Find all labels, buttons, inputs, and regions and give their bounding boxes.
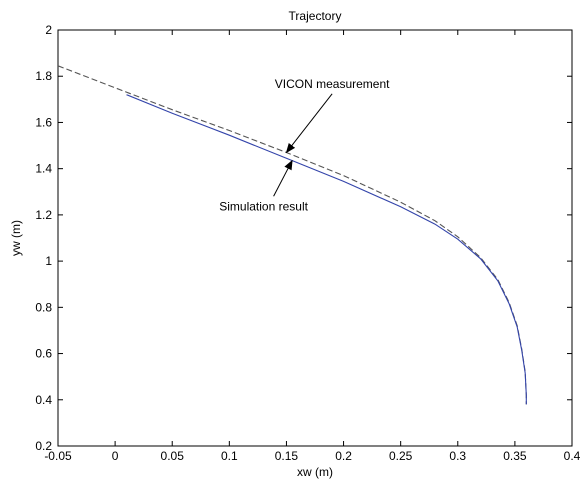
series-line-simulation-result	[126, 94, 527, 405]
x-tick-label: 0.35	[503, 449, 527, 463]
y-tick-label: 1.8	[35, 69, 52, 83]
x-axis-label: xw (m)	[297, 465, 333, 479]
annotation-label: VICON measurement	[275, 77, 390, 91]
series-layer	[57, 65, 527, 405]
x-axis: -0.05 0 0.05 0.1 0.15 0.2 0.25 0.3 0.35 0.4	[44, 30, 581, 463]
y-axis: 0.2 0.4 0.6 0.8 1 1.2 1.4 1.6 1.8 2	[35, 23, 572, 453]
annotation-arrow	[273, 159, 293, 197]
x-tick-label: 0.15	[275, 449, 299, 463]
annotation-arrow	[285, 93, 333, 154]
y-tick-label: 1	[45, 254, 52, 268]
x-tick-label: 0.4	[564, 449, 581, 463]
y-tick-label: 1.2	[35, 208, 52, 222]
x-tick-label: 0	[112, 449, 119, 463]
y-tick-label: 0.4	[35, 393, 52, 407]
plot-area-border	[57, 29, 573, 447]
y-tick-label: 0.2	[35, 439, 52, 453]
chart-title: Trajectory	[289, 9, 342, 23]
y-tick-label: 1.6	[35, 115, 52, 129]
y-axis-label: yw (m)	[9, 220, 23, 256]
x-tick-label: 0.1	[221, 449, 238, 463]
y-tick-label: 1.4	[35, 162, 52, 176]
plot-frame	[57, 29, 573, 447]
x-tick-label: 0.05	[161, 449, 185, 463]
annotation-layer: VICON measurement Simulation result	[219, 77, 390, 213]
x-tick-label: -0.05	[44, 449, 72, 463]
annotation-label: Simulation result	[219, 199, 308, 213]
y-tick-label: 2	[45, 23, 52, 37]
y-tick-label: 0.6	[35, 347, 52, 361]
x-tick-label: 0.2	[335, 449, 352, 463]
x-tick-label: 0.25	[389, 449, 413, 463]
y-tick-label: 0.8	[35, 300, 52, 314]
x-tick-label: 0.3	[449, 449, 466, 463]
